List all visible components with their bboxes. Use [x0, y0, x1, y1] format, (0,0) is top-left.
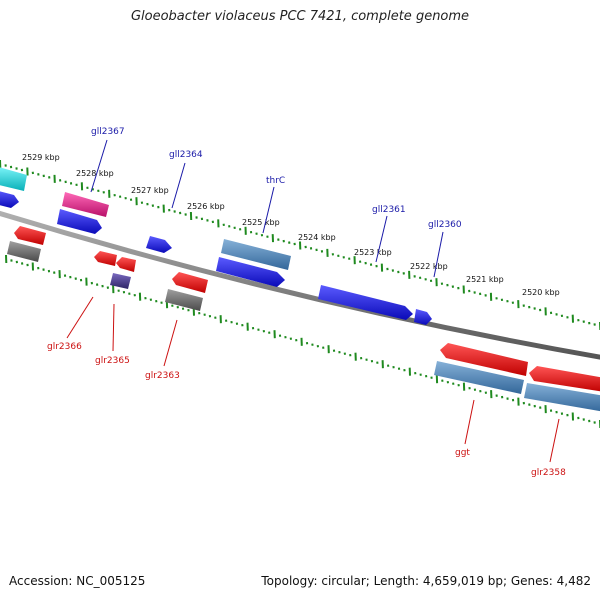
kbp-label-2524: 2524 kbp: [298, 233, 336, 242]
label-gll2364[interactable]: gll2364: [169, 150, 203, 160]
kbp-label-2522: 2522 kbp: [410, 262, 448, 271]
reverse-strand-features: [7, 226, 600, 412]
gene-feature[interactable]: [440, 343, 528, 376]
gene-glr2363[interactable]: [165, 289, 203, 311]
gene-feature[interactable]: [216, 257, 285, 287]
kbp-label-2520: 2520 kbp: [522, 288, 560, 297]
label-gll2367[interactable]: gll2367: [91, 127, 125, 137]
gene-feature[interactable]: [0, 190, 19, 208]
gene-glr2358[interactable]: [524, 383, 600, 412]
gene-feature[interactable]: [14, 226, 46, 245]
gene-feature[interactable]: [57, 209, 102, 234]
outer-tick-ring: [0, 159, 600, 331]
label-glr2366[interactable]: glr2366: [47, 342, 82, 352]
genome-backbone: [0, 210, 600, 360]
kbp-label-2525: 2525 kbp: [242, 218, 280, 227]
gene-gll2361[interactable]: [318, 285, 413, 320]
kbp-label-2528: 2528 kbp: [76, 169, 114, 178]
kbp-label-2527: 2527 kbp: [131, 186, 169, 195]
accession-text: Accession: NC_005125: [9, 574, 146, 588]
gene-feature[interactable]: [529, 366, 600, 392]
gene-thrC[interactable]: [221, 239, 291, 270]
gene-feature[interactable]: [0, 166, 27, 191]
gene-feature[interactable]: [116, 257, 136, 272]
kbp-label-2523: 2523 kbp: [354, 248, 392, 257]
gene-gll2360[interactable]: [414, 309, 432, 325]
topology-text: Topology: circular; Length: 4,659,019 bp…: [261, 574, 591, 588]
label-glr2358[interactable]: glr2358: [531, 468, 566, 478]
label-ggt[interactable]: ggt: [455, 448, 470, 458]
label-leaders: [66, 139, 560, 463]
forward-strand-features: [0, 166, 432, 325]
gene-gll2364[interactable]: [146, 236, 172, 253]
inner-tick-ring: [5, 254, 600, 429]
gene-label-group: gll2367 gll2364 thrC gll2361 gll2360 glr…: [47, 127, 566, 478]
label-glr2363[interactable]: glr2363: [145, 371, 180, 381]
gene-gll2367[interactable]: [62, 192, 109, 217]
gene-feature[interactable]: [94, 251, 117, 266]
kbp-label-group: 2529 kbp 2528 kbp 2527 kbp 2526 kbp 2525…: [22, 153, 560, 297]
label-gll2360[interactable]: gll2360: [428, 220, 462, 230]
label-gll2361[interactable]: gll2361: [372, 205, 406, 215]
kbp-label-2529: 2529 kbp: [22, 153, 60, 162]
gene-feature[interactable]: [172, 272, 208, 293]
kbp-label-2526: 2526 kbp: [187, 202, 225, 211]
gene-glr2366[interactable]: [7, 241, 41, 262]
gene-glr2365[interactable]: [110, 273, 131, 289]
map-title: Gloeobacter violaceus PCC 7421, complete…: [130, 9, 470, 24]
label-thrC[interactable]: thrC: [266, 176, 285, 186]
gene-ggt[interactable]: [434, 361, 524, 394]
kbp-label-2521: 2521 kbp: [466, 275, 504, 284]
label-glr2365[interactable]: glr2365: [95, 356, 130, 366]
